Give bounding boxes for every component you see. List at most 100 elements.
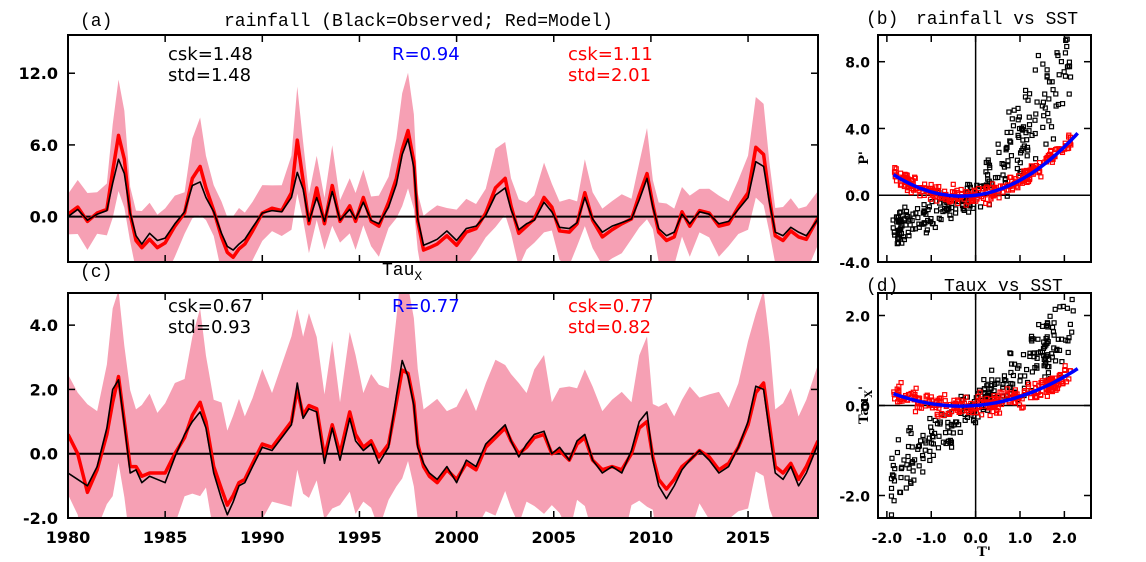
panel-d-observed-point: [928, 424, 934, 430]
panel-d-observed-point: [904, 462, 910, 468]
panel-c-xtick-label: 2010: [629, 528, 674, 547]
panel-b-label: (b): [866, 10, 898, 30]
panel-b-model-point: [983, 200, 989, 207]
panel-b-observed-point: [926, 204, 932, 210]
panel-d-observed-point: [904, 475, 910, 481]
panel-b-observed-point: [895, 218, 902, 224]
panel-b-model-point: [1053, 146, 1059, 153]
panel-b-observed-point: [1046, 96, 1052, 102]
panel-d-observed-point: [1010, 372, 1017, 379]
panel-b-observed-point: [948, 215, 954, 222]
panel-d-model-point: [979, 412, 985, 418]
panel-b-rainfall-vs-sst: (b) rainfall vs SST P': [857, 10, 1078, 165]
panel-b-observed-point: [919, 221, 925, 227]
panel-b-observed-point: [1015, 117, 1021, 123]
panel-d-model-point: [984, 395, 990, 402]
panel-b-observed-point: [1020, 127, 1026, 133]
panel-b-observed-point: [914, 206, 921, 212]
panel-b-observed-point: [1055, 52, 1061, 59]
panel-b-observed-point: [1002, 176, 1008, 182]
panel-d-observed-point: [1066, 335, 1072, 341]
panel-a-label: (a): [80, 12, 112, 32]
panel-b-observed-point: [992, 175, 999, 181]
panel-d-observed-point: [917, 438, 924, 444]
panel-b-model-point: [950, 181, 956, 187]
panel-d-model-point: [924, 392, 930, 398]
panel-d-ylabel-main: Tau: [857, 398, 872, 424]
panel-b-observed-point: [1042, 91, 1048, 97]
panel-b-observed-point: [1032, 67, 1038, 73]
panel-d-observed-point: [1064, 305, 1070, 311]
panel-d-model-point: [975, 393, 981, 400]
panel-d-model-point: [1049, 375, 1056, 381]
panel-b-ytick-label: 8.0: [845, 56, 870, 72]
panel-d-observed-point: [1039, 349, 1046, 355]
panel-d-xtick-label: -1.0: [916, 531, 947, 547]
panel-b-observed-point: [1005, 158, 1011, 164]
panel-d-observed-point: [916, 443, 922, 449]
panel-d-observed-point: [930, 441, 936, 447]
panel-b-observed-point: [970, 205, 976, 211]
panel-a-obs-std: std=1.48: [168, 65, 251, 86]
panel-d-observed-point: [1009, 361, 1015, 367]
panel-c-title: TauX: [382, 261, 422, 284]
panel-b-observed-point: [1049, 79, 1055, 85]
panel-b-observed-point: [1029, 132, 1035, 139]
panel-b-observed-point: [1064, 36, 1070, 42]
panel-b-observed-point: [1026, 91, 1033, 97]
panel-d-observed-point: [1056, 347, 1063, 353]
panel-d-observed-point: [888, 493, 895, 499]
panel-b-observed-point: [1067, 35, 1073, 36]
panel-d-data-group: [878, 293, 1091, 518]
panel-b-model-point: [933, 184, 939, 190]
panel-b-observed-point: [1026, 122, 1033, 128]
panel-d-model-point: [1022, 388, 1028, 394]
panel-b-observed-point: [1044, 73, 1050, 79]
panel-b-observed-point: [932, 224, 938, 231]
panel-d-model-point: [941, 412, 947, 419]
panel-d-observed-point: [957, 429, 963, 435]
panel-c-xtick-label: 1985: [143, 528, 188, 547]
panel-b-observed-point: [905, 218, 912, 224]
panel-d-observed-point: [989, 377, 995, 383]
panel-a-model-std: std=2.01: [568, 65, 651, 86]
panel-d-observed-point: [937, 421, 943, 427]
panel-d-model-point: [1044, 393, 1050, 399]
panel-b-observed-point: [1056, 72, 1062, 78]
panel-d-model-point: [973, 410, 980, 416]
panel-d-model-point: [898, 380, 904, 386]
panel-c-xtick-label: 1995: [337, 528, 382, 547]
panel-b-observed-point: [898, 231, 905, 237]
panel-d-observed-point: [1029, 369, 1035, 375]
panel-d-observed-point: [1007, 350, 1013, 356]
panel-d-observed-point: [1059, 359, 1065, 365]
panel-d-observed-point: [971, 417, 977, 423]
panel-d-ylabel-sub: X: [864, 390, 875, 398]
panel-b-observed-point: [1022, 87, 1029, 94]
panel-d-observed-point: [1028, 333, 1035, 339]
panel-b-observed-point: [1050, 87, 1056, 93]
panel-b-ytick-label: 4.0: [845, 122, 870, 138]
panel-d-observed-point: [1000, 381, 1006, 388]
panel-b-observed-point: [1007, 138, 1013, 144]
panel-d-model-point: [1062, 363, 1068, 369]
panel-b-ytick-label: -4.0: [839, 256, 870, 272]
panel-b-observed-point: [895, 240, 902, 246]
panel-d-ytick-label: 2.0: [845, 310, 870, 326]
panel-b-observed-point: [966, 182, 973, 188]
panel-d-observed-point: [920, 455, 926, 462]
panel-d-observed-point: [986, 389, 992, 395]
panel-d-observed-point: [948, 444, 955, 450]
panel-d-observed-point: [1045, 370, 1052, 376]
panel-b-observed-point: [996, 149, 1002, 156]
panel-d-observed-point: [1050, 329, 1057, 335]
panel-b-data-group: [878, 35, 1091, 262]
panel-d-observed-point: [908, 480, 914, 486]
panel-d-xtick-label: 1.0: [1008, 531, 1033, 547]
panel-c-xtick-label: 1990: [240, 528, 285, 547]
panel-b-model-point: [912, 175, 918, 181]
panel-d-observed-point: [915, 443, 922, 450]
panel-c-obs-std: std=0.93: [168, 317, 251, 338]
panel-d-observed-point: [1051, 320, 1057, 326]
panel-d-observed-point: [910, 468, 916, 474]
